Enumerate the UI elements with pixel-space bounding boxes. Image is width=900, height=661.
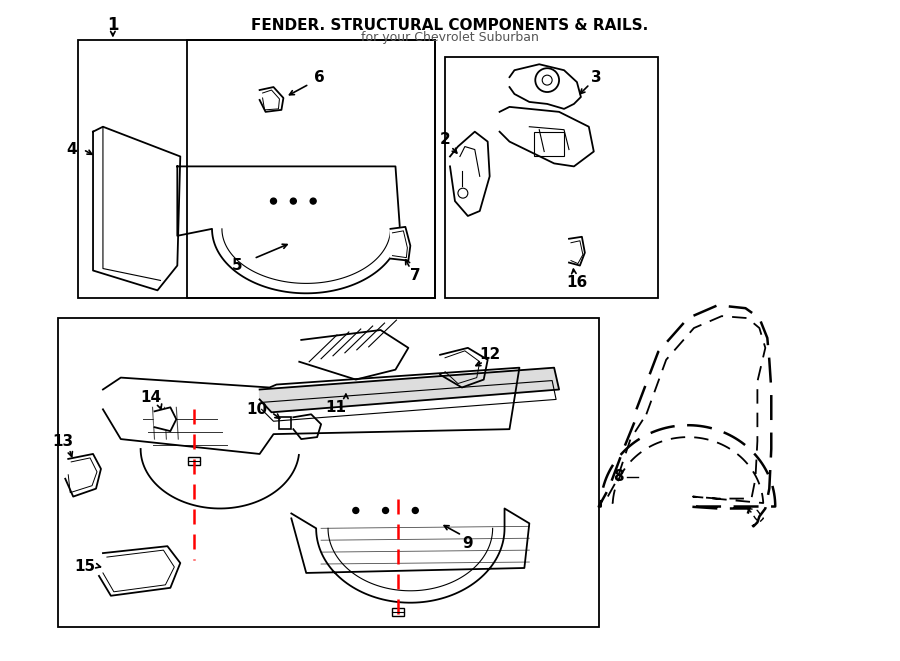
Text: 5: 5	[231, 258, 242, 273]
Polygon shape	[259, 368, 559, 412]
Circle shape	[291, 198, 296, 204]
Text: 4: 4	[66, 142, 77, 157]
Polygon shape	[391, 227, 410, 260]
Text: 11: 11	[326, 400, 346, 415]
Text: 8: 8	[613, 469, 624, 485]
Text: 13: 13	[53, 434, 74, 449]
Text: 2: 2	[440, 132, 450, 147]
Circle shape	[382, 508, 389, 514]
Text: 16: 16	[566, 275, 588, 290]
Polygon shape	[155, 407, 176, 431]
Bar	[188, 457, 200, 465]
Bar	[279, 417, 292, 429]
Circle shape	[353, 508, 359, 514]
Text: 1: 1	[107, 16, 119, 34]
Text: 12: 12	[479, 347, 500, 362]
Text: for your Chevrolet Suburban: for your Chevrolet Suburban	[361, 30, 539, 44]
Text: 9: 9	[463, 535, 473, 551]
Text: 14: 14	[140, 390, 161, 405]
Circle shape	[271, 198, 276, 204]
Text: 10: 10	[246, 402, 267, 417]
Text: 15: 15	[75, 559, 95, 574]
Bar	[445, 58, 658, 298]
Circle shape	[310, 198, 316, 204]
Text: 7: 7	[410, 268, 420, 283]
Text: FENDER. STRUCTURAL COMPONENTS & RAILS.: FENDER. STRUCTURAL COMPONENTS & RAILS.	[251, 18, 649, 32]
Polygon shape	[569, 237, 585, 266]
Bar	[187, 40, 435, 298]
Circle shape	[412, 508, 418, 514]
Bar	[392, 607, 404, 615]
Text: 6: 6	[314, 69, 325, 85]
Bar	[78, 40, 435, 298]
Polygon shape	[259, 87, 284, 112]
Bar	[58, 318, 599, 627]
Bar	[535, 132, 564, 157]
Text: 3: 3	[591, 69, 602, 85]
